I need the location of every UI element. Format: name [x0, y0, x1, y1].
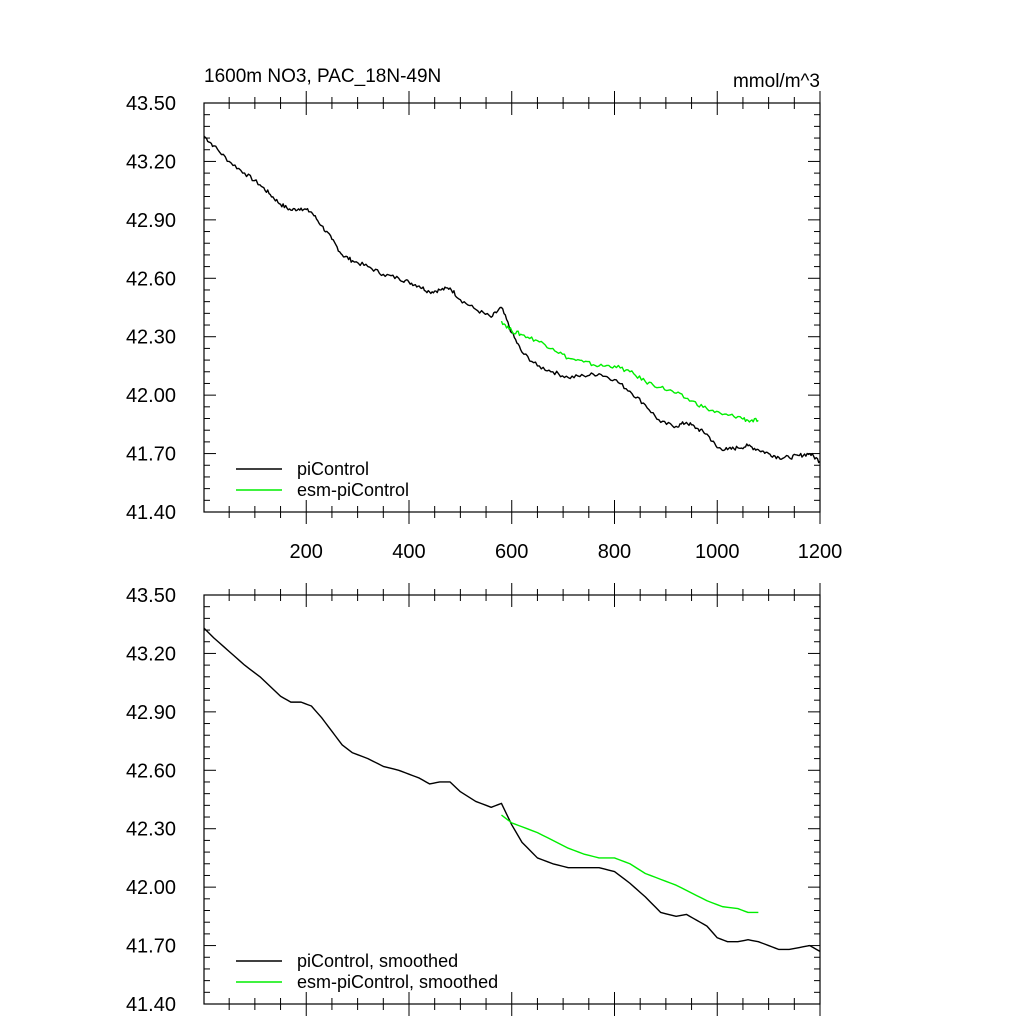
y-tick-label: 42.30 — [126, 819, 176, 841]
plot-frame — [203, 594, 821, 1005]
x-tick-label: 1000 — [695, 541, 740, 563]
legend-label: piControl, smoothed — [297, 951, 458, 971]
y-tick-label: 42.60 — [126, 760, 176, 782]
plot-frame — [203, 102, 821, 513]
series-line-esm-picontrol — [500, 320, 759, 423]
series-line-esm-picontrol — [501, 814, 759, 914]
x-tick-label: 600 — [495, 541, 528, 563]
y-tick-label: 41.70 — [126, 936, 176, 958]
y-tick-label: 43.50 — [126, 93, 176, 115]
y-tick-label: 42.90 — [126, 702, 176, 724]
panel-raw: 41.40 41.70 42.00 42.30 42.60 42.90 43.20 43.50… — [126, 91, 842, 563]
y-tick-label: 41.70 — [126, 444, 176, 466]
y-tick-label: 42.30 — [126, 327, 176, 349]
legend-label: piControl — [297, 459, 369, 479]
chart-title: 1600m NO3, PAC_18N-49N — [204, 66, 441, 87]
y-tick-label: 42.90 — [126, 210, 176, 232]
y-tick-label: 42.60 — [126, 268, 176, 290]
legend-label: esm-piControl, smoothed — [297, 972, 498, 992]
x-tick-label: 800 — [598, 541, 631, 563]
panel-smoothed: 41.40 41.70 42.00 42.30 42.60 42.90 43.20 43.50… — [126, 583, 821, 1016]
y-tick-label: 41.40 — [126, 994, 176, 1016]
series-line-picontrol — [203, 627, 821, 953]
y-tick-label: 43.50 — [126, 585, 176, 607]
x-tick-label: 400 — [392, 541, 425, 563]
x-tick-label: 1200 — [798, 541, 843, 563]
legend-label: esm-piControl — [297, 480, 409, 500]
x-tick-label: 200 — [290, 541, 323, 563]
y-tick-label: 43.20 — [126, 151, 176, 173]
y-tick-label: 42.00 — [126, 385, 176, 407]
y-tick-label: 41.40 — [126, 502, 176, 524]
y-tick-label: 42.00 — [126, 877, 176, 899]
units-label: mmol/m^3 — [733, 71, 820, 92]
series-line-picontrol — [203, 135, 821, 464]
y-tick-label: 43.20 — [126, 643, 176, 665]
